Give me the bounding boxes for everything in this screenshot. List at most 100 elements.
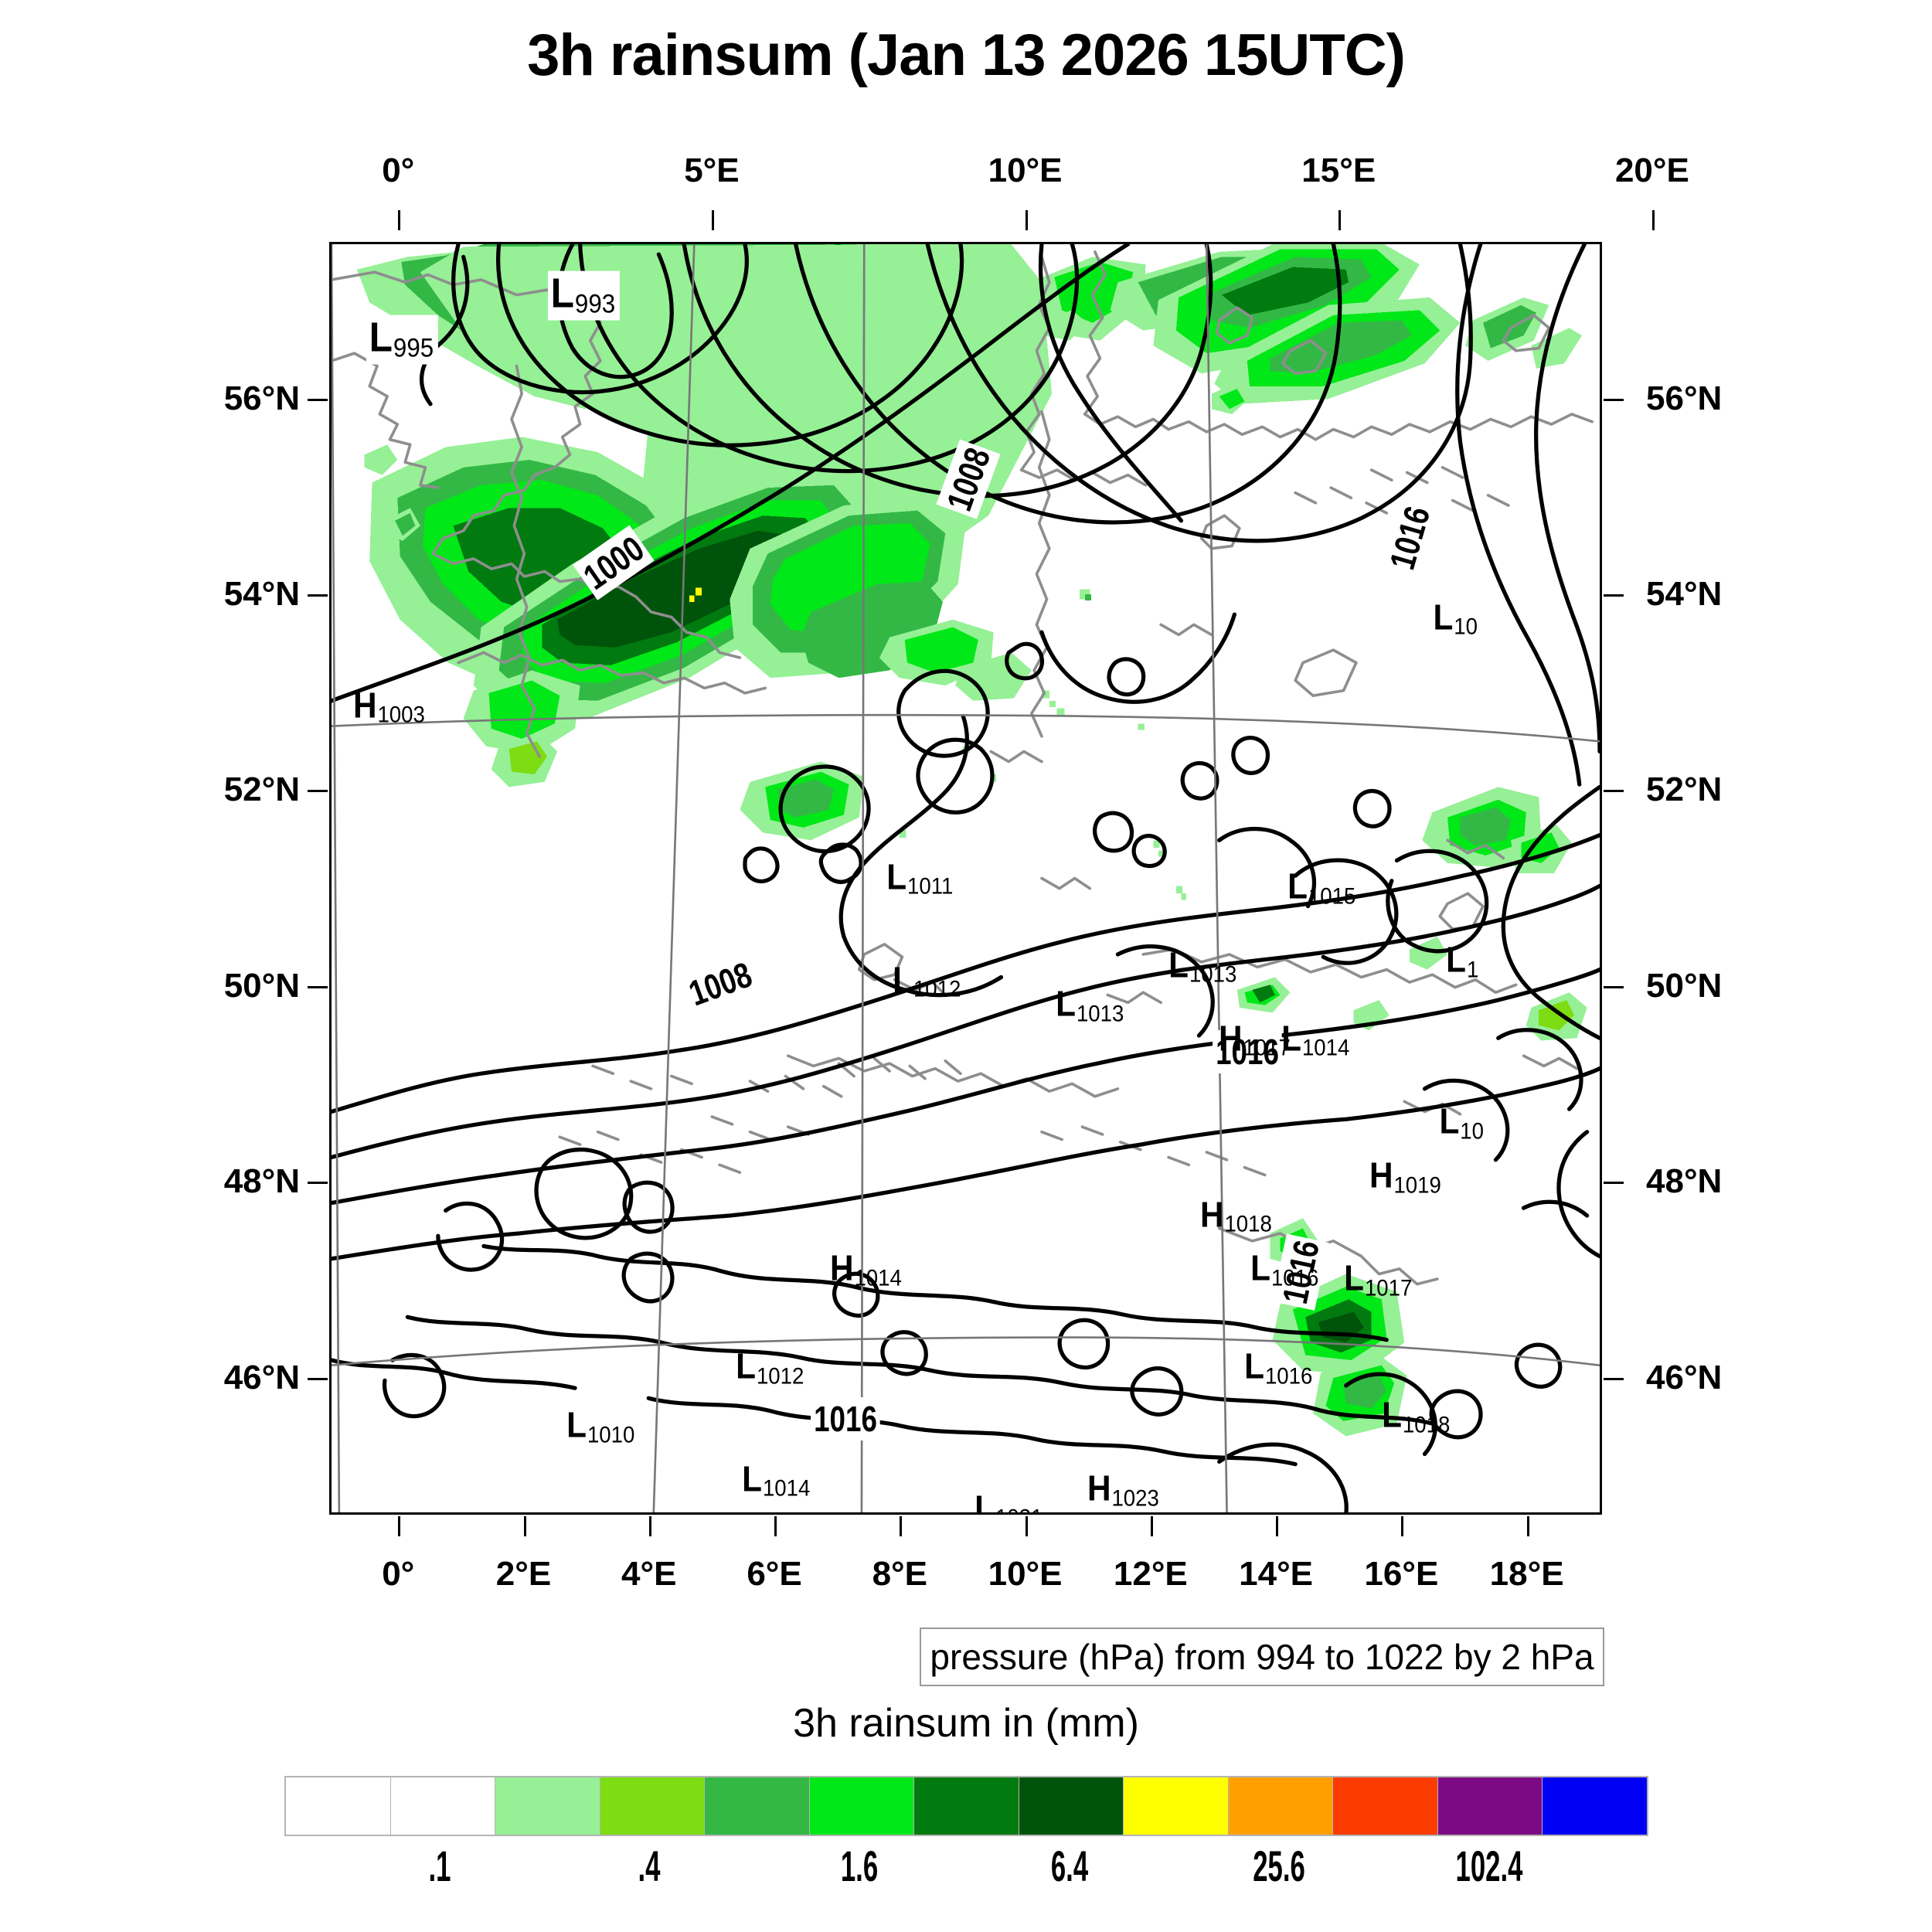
axis-tick-mark: [1276, 1516, 1279, 1536]
axis-tick-bottom: 14°E: [1239, 1555, 1314, 1593]
axis-tick-mark: [308, 594, 328, 597]
extrema-label-L1012-4: L1012: [893, 961, 961, 1002]
axis-tick-top: 20°E: [1614, 151, 1689, 189]
extrema-type: L: [974, 1488, 995, 1515]
extrema-label-H1014-17: H1014: [830, 1250, 902, 1291]
colorbar-cell-6[interactable]: [914, 1777, 1019, 1835]
extrema-label-L1017-16: L1017: [1345, 1260, 1413, 1301]
extrema-type: H: [1199, 1194, 1224, 1235]
colorbar-cell-1[interactable]: [390, 1777, 496, 1835]
extrema-type: L: [369, 314, 393, 361]
extrema-value: 1014: [854, 1265, 902, 1291]
extrema-value: 1018: [1402, 1412, 1451, 1438]
colorbar[interactable]: [284, 1776, 1648, 1836]
colorbar-cell-12[interactable]: [1543, 1777, 1647, 1835]
extrema-type: L: [1344, 1257, 1365, 1298]
extrema-label-H1018-14: H1018: [1200, 1196, 1272, 1236]
axis-tick-bottom: 8°E: [872, 1555, 928, 1593]
extrema-label-L1016-19: L1016: [1244, 1349, 1312, 1389]
extrema-type: L: [1433, 597, 1454, 638]
extrema-label-L1016-15: L1016: [1250, 1250, 1318, 1291]
extrema-type: H: [1369, 1155, 1393, 1196]
extrema-label-L1021-24: L1021: [974, 1488, 1043, 1515]
pressure-contours: [332, 244, 1600, 1512]
colorbar-tick-.4: .4: [638, 1842, 661, 1890]
axis-tick-left: 48°N: [223, 1162, 300, 1201]
axis-tick-bottom: 18°E: [1489, 1555, 1564, 1593]
extrema-type: L: [1243, 1345, 1264, 1386]
axis-tick-mark: [1025, 210, 1028, 230]
axis-tick-right: 46°N: [1646, 1358, 1723, 1396]
colorbar-cell-4[interactable]: [705, 1777, 810, 1835]
colorbar-cell-3[interactable]: [600, 1777, 706, 1835]
extrema-type: L: [1446, 939, 1467, 980]
extrema-label-L1013-6: L1013: [1168, 947, 1236, 987]
contour-label-1016-5: 1016: [1212, 1030, 1282, 1074]
axis-tick-top: 5°E: [684, 151, 740, 189]
axis-tick-left: 46°N: [223, 1358, 300, 1396]
extrema-type: H: [1219, 1018, 1243, 1059]
extrema-value: 995: [393, 333, 434, 363]
extrema-value: 1013: [1077, 1001, 1124, 1027]
axis-tick-right: 54°N: [1646, 575, 1723, 614]
axis-tick-bottom: 4°E: [621, 1555, 677, 1593]
extrema-value: 1018: [1224, 1211, 1272, 1237]
extrema-value: 1019: [1393, 1172, 1441, 1199]
colorbar-cell-5[interactable]: [809, 1777, 915, 1835]
axis-tick-mark: [308, 1182, 328, 1185]
colorbar-cell-10[interactable]: [1333, 1777, 1438, 1835]
axis-tick-left: 56°N: [223, 379, 300, 417]
extrema-label-L1014-10: L1014: [1281, 1020, 1349, 1060]
colorbar-cell-7[interactable]: [1019, 1777, 1124, 1835]
axis-tick-mark: [308, 1377, 328, 1380]
axis-tick-mark: [1604, 1182, 1624, 1185]
axis-tick-mark: [774, 1516, 777, 1536]
axis-tick-mark: [1401, 1516, 1404, 1536]
extrema-value: 10: [1454, 614, 1478, 640]
axis-tick-bottom: 10°E: [988, 1555, 1063, 1593]
axis-tick-mark: [1604, 398, 1624, 401]
extrema-type: L: [1056, 983, 1077, 1024]
extrema-type: L: [1281, 1018, 1302, 1059]
extrema-value: 1017: [1243, 1035, 1291, 1061]
projection-graticule: [332, 244, 1600, 1512]
extrema-label-L1010-21: L1010: [566, 1407, 634, 1447]
colorbar-cell-2[interactable]: [495, 1777, 600, 1835]
colorbar-cell-11[interactable]: [1437, 1777, 1543, 1835]
axis-tick-bottom: 6°E: [747, 1555, 802, 1593]
map-plot-frame[interactable]: 1000 1008 1016 1008 1016 1016 1016 L993 L995 H10…: [329, 242, 1602, 1515]
colorbar-tick-102.4: 102.4: [1455, 1842, 1523, 1890]
extrema-type: L: [550, 270, 574, 317]
contour-label-1016-6: 1016: [811, 1397, 881, 1441]
extrema-label-L1015-7: L1015: [1287, 869, 1355, 909]
extrema-label-H1019-13: H1019: [1369, 1158, 1441, 1198]
extrema-label-L1011-3: L1011: [886, 859, 953, 899]
extrema-label-H1003-2: H1003: [353, 687, 425, 727]
colorbar-cell-8[interactable]: [1124, 1777, 1229, 1835]
colorbar-cell-9[interactable]: [1228, 1777, 1334, 1835]
extrema-value: 10: [1460, 1118, 1485, 1145]
axis-tick-mark: [308, 985, 328, 988]
colorbar-tick-.1: .1: [428, 1842, 451, 1890]
axis-tick-mark: [308, 398, 328, 401]
colorbar-tick-25.6: 25.6: [1253, 1842, 1305, 1890]
axis-tick-right: 52°N: [1646, 770, 1723, 809]
extrema-type: H: [830, 1247, 854, 1288]
extrema-type: L: [1439, 1100, 1460, 1141]
axis-tick-bottom: 16°E: [1364, 1555, 1439, 1593]
extrema-type: L: [1287, 866, 1308, 906]
extrema-label-L1012-18: L1012: [736, 1349, 804, 1389]
axis-tick-mark: [398, 1516, 401, 1536]
axis-tick-mark: [1604, 790, 1624, 793]
axis-tick-mark: [523, 1516, 526, 1536]
extrema-label-L995-1: L995: [366, 314, 438, 365]
extrema-value: 993: [574, 289, 616, 319]
colorbar-cell-0[interactable]: [286, 1777, 391, 1835]
colorbar-tick-6.4: 6.4: [1050, 1842, 1088, 1890]
axis-tick-top: 0°: [382, 151, 415, 189]
extrema-value: 1012: [913, 976, 961, 1002]
extrema-label-L10-12: L10: [1440, 1104, 1484, 1144]
extrema-value: 1023: [1111, 1485, 1159, 1512]
axis-tick-bottom: 12°E: [1113, 1555, 1188, 1593]
extrema-label-L10-11: L10: [1433, 599, 1477, 639]
